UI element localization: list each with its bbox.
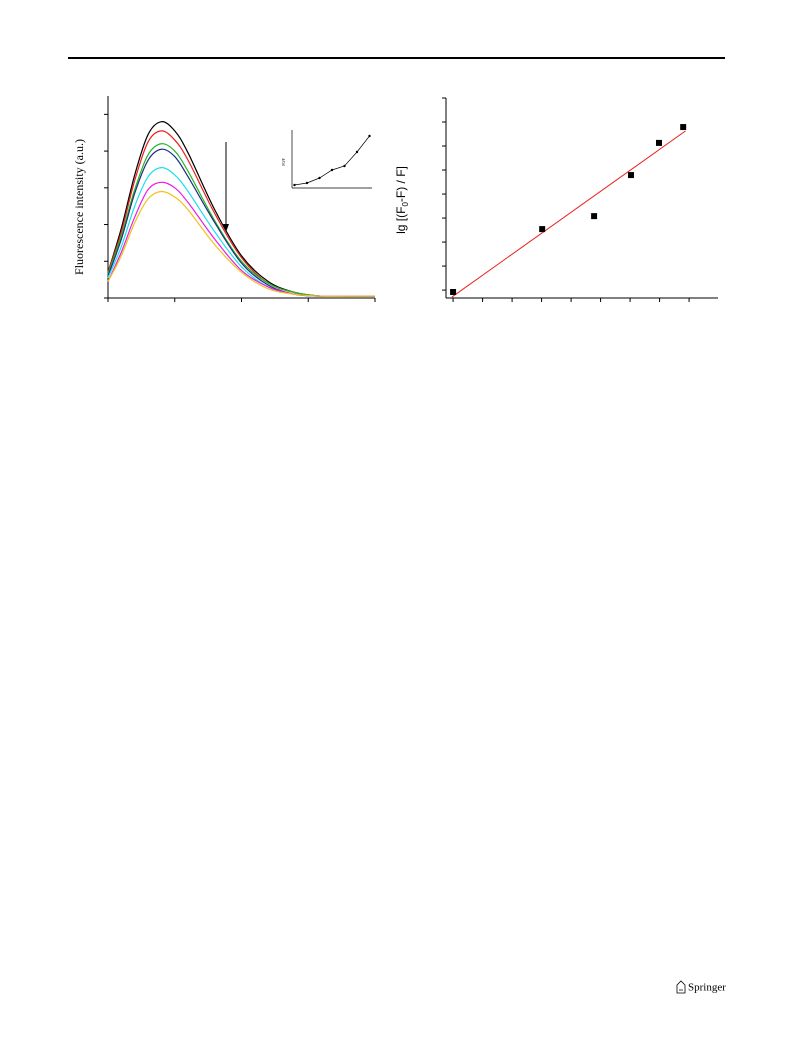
- arrow-head: [223, 224, 229, 232]
- data-point: [591, 213, 598, 220]
- inset-point: [318, 176, 321, 180]
- data-point: [655, 139, 662, 146]
- fit-line: [451, 130, 686, 298]
- data-point: [450, 288, 457, 295]
- inset-line: [294, 135, 370, 186]
- spectrum-line: [107, 143, 375, 298]
- label-part: lg [(F: [394, 207, 408, 234]
- spectrum-line: [107, 167, 375, 297]
- spectrum-line: [107, 148, 375, 297]
- y-axis-label: lg [(F0-F) / F]: [394, 166, 410, 234]
- inset-point: [368, 134, 371, 138]
- inset-point: [355, 150, 359, 154]
- data-point: [627, 172, 634, 179]
- logo-icon: [676, 980, 686, 994]
- inset-point: [343, 164, 346, 168]
- inset-point: [305, 181, 309, 185]
- label-subscript: 0: [401, 202, 410, 207]
- inset-point: [330, 168, 334, 172]
- data-point: [680, 124, 687, 131]
- publisher-name: Springer: [688, 982, 726, 994]
- inset-point: [293, 183, 296, 187]
- inset-y-label: F0/F: [281, 157, 286, 165]
- publisher-logo: Springer: [676, 980, 726, 994]
- data-point: [539, 226, 546, 233]
- label-part: -F) / F]: [394, 166, 408, 202]
- spectrum-line: [107, 190, 375, 297]
- y-axis-label: Fluorescence intensity (a.u.): [72, 139, 86, 275]
